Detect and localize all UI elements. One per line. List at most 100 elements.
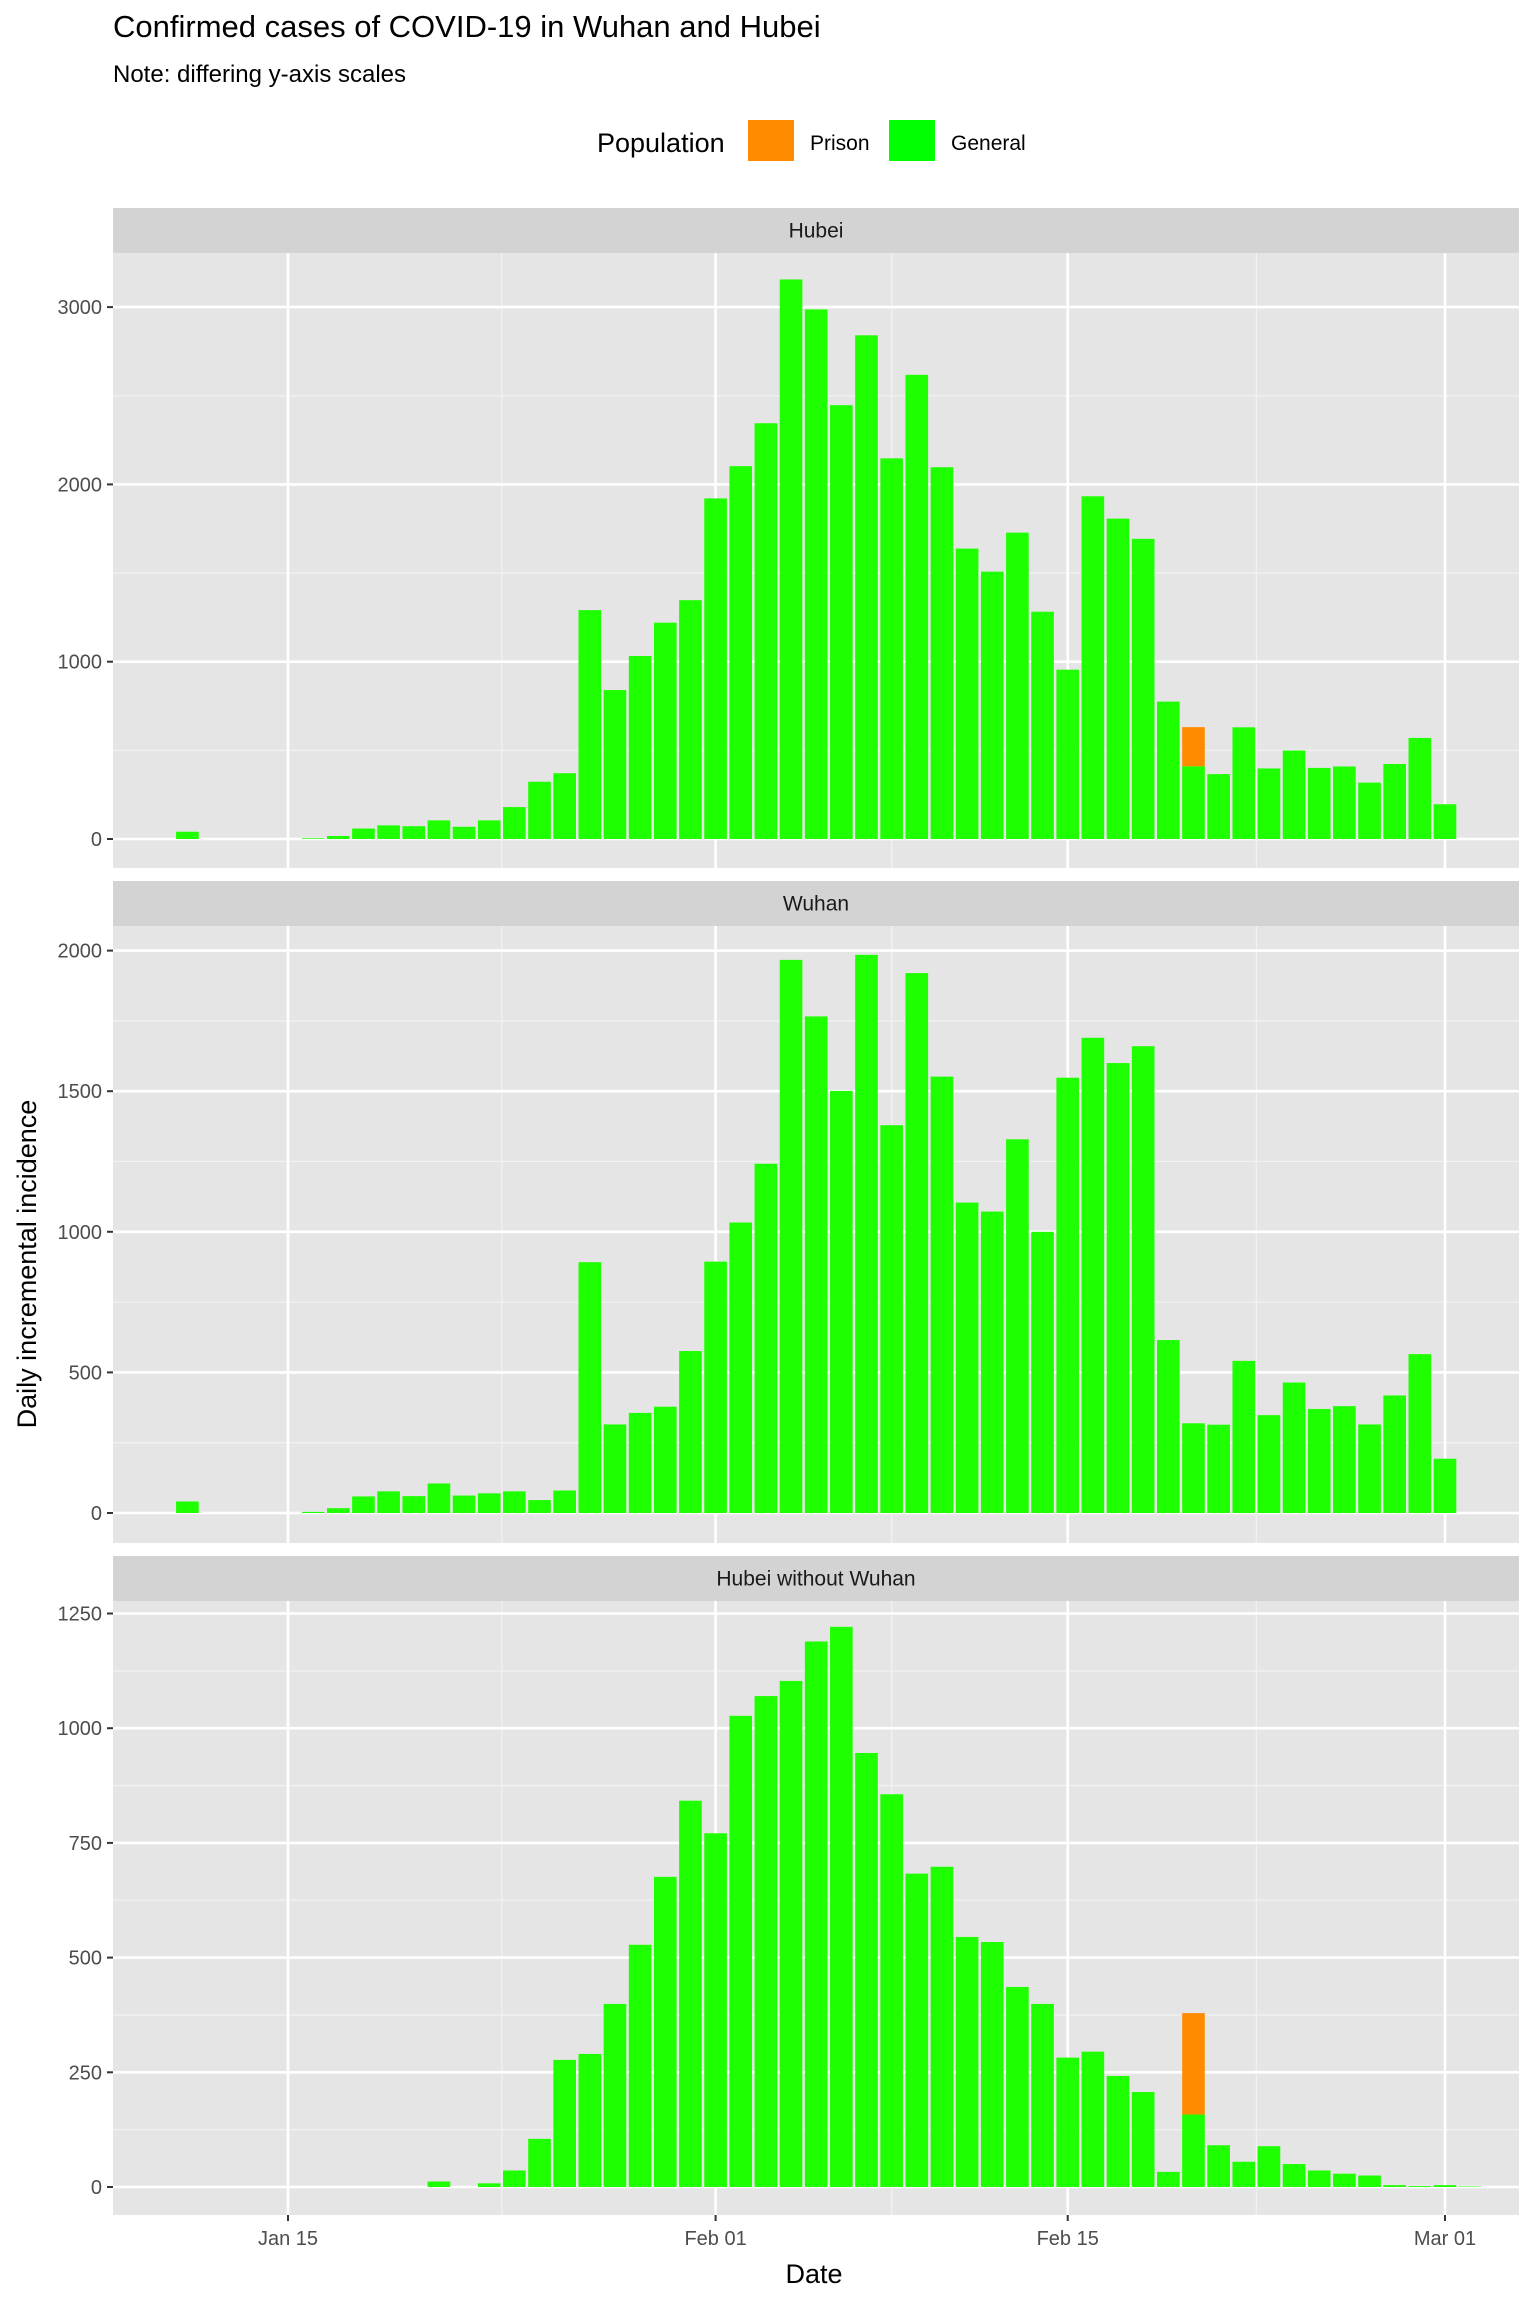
bar-general-hubei-without-wuhan: [1433, 2185, 1457, 2187]
y-tick-label-hubei-without-wuhan: 500: [69, 1948, 102, 1970]
bar-general-hubei-without-wuhan: [1358, 2175, 1381, 2187]
bar-general-hubei: [1081, 496, 1105, 839]
panel-hubei-without-wuhan: Hubei without Wuhan 0 250 500 750 1000 1250: [58, 1556, 1519, 2215]
bar-general-hubei: [1358, 782, 1381, 839]
bar-general-wuhan: [1056, 1077, 1080, 1513]
bar-general-hubei-without-wuhan: [729, 1715, 753, 2187]
bar-general-hubei-without-wuhan: [754, 1696, 778, 2187]
bar-general-hubei-without-wuhan: [905, 1873, 929, 2187]
bar-general-wuhan: [1433, 1458, 1457, 1513]
bar-general-wuhan: [427, 1483, 451, 1513]
bar-general-wuhan: [326, 1508, 350, 1513]
bar-general-hubei: [679, 600, 702, 839]
facet-strip-hubei: [113, 208, 1519, 253]
bar-general-wuhan: [679, 1351, 702, 1513]
bar-general-wuhan: [1157, 1340, 1180, 1513]
bar-general-wuhan: [352, 1496, 375, 1513]
bar-general-hubei: [628, 656, 652, 839]
bar-general-hubei-without-wuhan: [578, 2053, 602, 2187]
bar-general-hubei-without-wuhan: [1182, 2114, 1205, 2187]
bar-general-hubei: [402, 826, 426, 839]
bar-general-hubei: [955, 548, 979, 839]
bar-general-wuhan: [1182, 1423, 1205, 1513]
panel-wuhan: Wuhan 0 500 1000 1500 2000: [58, 881, 1519, 1543]
bar-general-wuhan: [553, 1490, 576, 1513]
bar-general-hubei: [1207, 774, 1230, 839]
bar-general-wuhan: [880, 1125, 903, 1513]
facet-strip-hubei-without-wuhan: [113, 1556, 1519, 1601]
bar-general-wuhan: [1106, 1063, 1130, 1513]
y-tick-label-wuhan: 2000: [58, 941, 103, 963]
bar-general-wuhan: [729, 1222, 753, 1513]
bar-general-wuhan: [477, 1493, 501, 1513]
bar-general-wuhan: [176, 1501, 199, 1513]
x-tick-label: Feb 01: [684, 2228, 746, 2250]
bar-general-hubei-without-wuhan: [1131, 2092, 1155, 2187]
bar-general-wuhan: [804, 1016, 828, 1513]
bar-general-hubei-without-wuhan: [880, 1794, 903, 2187]
y-tick-label-wuhan: 0: [91, 1503, 102, 1525]
bar-general-hubei: [528, 781, 551, 839]
y-tick-label-hubei-without-wuhan: 750: [69, 1833, 102, 1855]
bar-general-hubei: [301, 838, 325, 839]
bar-general-hubei-without-wuhan: [955, 1936, 979, 2187]
bar-general-wuhan: [1207, 1424, 1230, 1513]
bar-prison-hubei: [1182, 727, 1205, 767]
y-tick-label-hubei: 3000: [58, 297, 103, 319]
bar-general-wuhan: [855, 954, 878, 1513]
bar-general-hubei-without-wuhan: [930, 1866, 954, 2187]
bar-general-hubei-without-wuhan: [603, 2003, 627, 2187]
bar-general-wuhan: [1131, 1046, 1155, 1513]
bar-general-hubei: [1333, 766, 1356, 839]
bar-general-hubei: [176, 831, 199, 839]
bar-general-wuhan: [1282, 1382, 1306, 1513]
y-tick-label-hubei-without-wuhan: 0: [91, 2177, 102, 2199]
bar-general-hubei-without-wuhan: [704, 1833, 727, 2187]
bar-general-hubei-without-wuhan: [1307, 2170, 1331, 2187]
x-tick-label: Feb 15: [1037, 2228, 1099, 2250]
y-tick-label-wuhan: 1500: [58, 1081, 103, 1103]
bar-general-hubei: [1006, 532, 1029, 839]
bar-general-wuhan: [830, 1090, 853, 1513]
bar-general-hubei-without-wuhan: [1106, 2075, 1130, 2187]
x-axis-title: Date: [785, 2259, 842, 2289]
bar-general-hubei: [1157, 701, 1180, 839]
bar-general-hubei: [1282, 750, 1306, 839]
bar-general-hubei: [704, 498, 727, 839]
bar-general-hubei-without-wuhan: [1408, 2186, 1432, 2187]
bar-general-hubei-without-wuhan: [830, 1626, 853, 2187]
bar-general-hubei: [754, 423, 778, 839]
bar-prison-hubei-without-wuhan: [1182, 2013, 1205, 2115]
bar-general-hubei: [503, 807, 526, 839]
bar-general-hubei: [477, 820, 501, 839]
x-tick-label: Mar 01: [1414, 2228, 1476, 2250]
bar-general-hubei-without-wuhan: [1081, 2051, 1105, 2187]
bar-general-wuhan: [1333, 1406, 1356, 1513]
y-axis-title: Daily incremental incidence: [12, 1100, 42, 1429]
bar-general-wuhan: [754, 1163, 778, 1513]
bar-general-wuhan: [402, 1496, 426, 1513]
bar-general-wuhan: [704, 1261, 727, 1513]
bar-general-hubei: [1383, 764, 1407, 839]
legend-label-general: General: [951, 132, 1026, 155]
bar-general-hubei: [930, 467, 954, 839]
bar-general-wuhan: [578, 1262, 602, 1513]
bar-general-hubei-without-wuhan: [477, 2183, 501, 2187]
bar-general-wuhan: [1081, 1037, 1105, 1513]
bar-general-wuhan: [301, 1511, 325, 1513]
bar-general-hubei-without-wuhan: [528, 2138, 551, 2187]
chart-subtitle: Note: differing y-axis scales: [113, 61, 406, 88]
bar-general-hubei: [326, 835, 350, 839]
bar-general-wuhan: [377, 1491, 400, 1513]
bar-general-hubei: [1031, 611, 1054, 839]
bar-general-hubei: [578, 610, 602, 839]
y-tick-label-hubei: 1000: [58, 652, 103, 674]
bar-general-wuhan: [653, 1406, 677, 1513]
bar-general-hubei: [905, 374, 929, 839]
y-tick-label-hubei-without-wuhan: 250: [69, 2062, 102, 2084]
bar-general-wuhan: [1257, 1415, 1281, 1513]
bar-general-hubei-without-wuhan: [1383, 2185, 1407, 2187]
bar-general-hubei: [1106, 518, 1130, 839]
chart-title: Confirmed cases of COVID-19 in Wuhan and…: [113, 9, 821, 44]
y-tick-label-wuhan: 1000: [58, 1222, 103, 1244]
